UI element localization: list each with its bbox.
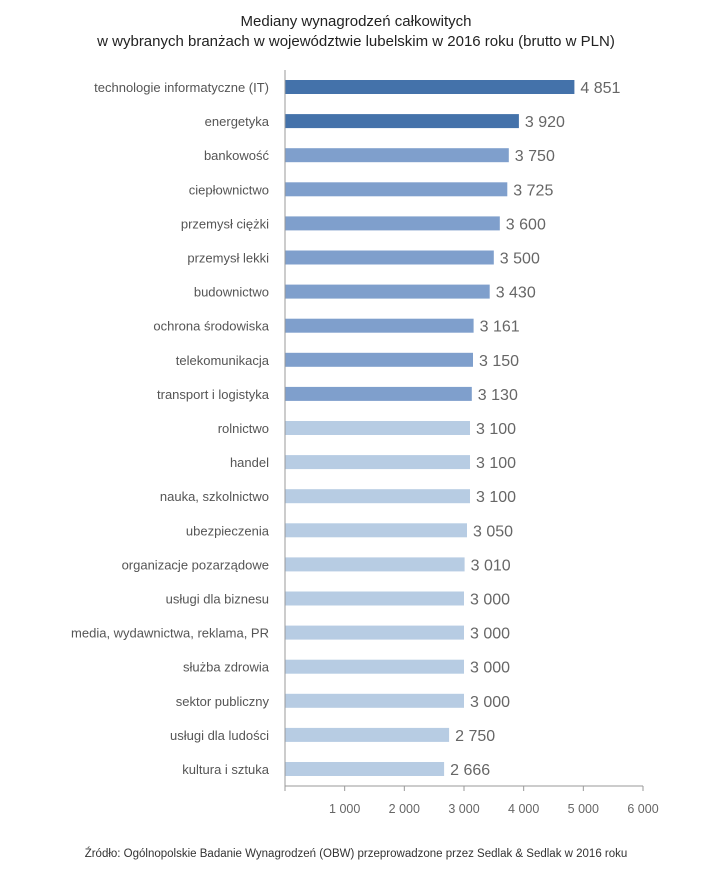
category-label: transport i logistyka xyxy=(157,387,270,402)
category-label: usługi dla biznesu xyxy=(166,592,269,607)
category-label: ochrona środowiska xyxy=(153,319,269,334)
data-label: 3 050 xyxy=(473,523,513,540)
bar xyxy=(285,660,464,674)
data-label: 3 100 xyxy=(476,421,516,438)
data-label: 4 851 xyxy=(580,80,620,97)
data-label: 3 725 xyxy=(513,182,553,199)
data-label: 3 000 xyxy=(470,660,510,677)
bar xyxy=(285,421,470,435)
data-label: 3 750 xyxy=(515,148,555,165)
bar xyxy=(285,626,464,640)
data-label: 3 100 xyxy=(476,489,516,506)
data-label: 3 000 xyxy=(470,694,510,711)
category-label: usługi dla ludości xyxy=(170,728,269,743)
bar xyxy=(285,148,509,162)
bar xyxy=(285,353,473,367)
bar xyxy=(285,762,444,776)
bar xyxy=(285,80,574,94)
category-label: organizacje pozarządowe xyxy=(122,557,269,572)
x-tick-label: 3 000 xyxy=(448,802,479,816)
category-label: służba zdrowia xyxy=(183,660,270,675)
bar xyxy=(285,557,465,571)
data-label: 3 000 xyxy=(470,592,510,609)
data-label: 3 430 xyxy=(496,285,536,302)
source-note: Źródło: Ogólnopolskie Badanie Wynagrodze… xyxy=(0,848,712,860)
data-label: 3 130 xyxy=(478,387,518,404)
x-tick-label: 2 000 xyxy=(389,802,420,816)
category-label: handel xyxy=(230,455,269,470)
data-label: 3 150 xyxy=(479,353,519,370)
bar xyxy=(285,592,464,606)
category-label: energetyka xyxy=(205,114,270,129)
category-label: rolnictwo xyxy=(218,421,269,436)
x-tick-label: 5 000 xyxy=(568,802,599,816)
data-label: 2 666 xyxy=(450,762,490,779)
bar xyxy=(285,489,470,503)
bar xyxy=(285,694,464,708)
bar xyxy=(285,455,470,469)
bar xyxy=(285,216,500,230)
data-label: 3 100 xyxy=(476,455,516,472)
category-label: ciepłownictwo xyxy=(189,182,269,197)
bar xyxy=(285,114,519,128)
category-label: technologie informatyczne (IT) xyxy=(94,80,269,95)
bar xyxy=(285,728,449,742)
category-label: sektor publiczny xyxy=(176,694,270,709)
bar xyxy=(285,387,472,401)
data-label: 3 000 xyxy=(470,626,510,643)
bar xyxy=(285,319,474,333)
category-label: przemysł ciężki xyxy=(181,216,269,231)
category-label: kultura i sztuka xyxy=(182,762,269,777)
data-label: 3 010 xyxy=(471,557,511,574)
x-tick-label: 4 000 xyxy=(508,802,539,816)
category-label: budownictwo xyxy=(194,285,269,300)
category-label: media, wydawnictwa, reklama, PR xyxy=(71,626,269,641)
data-label: 3 600 xyxy=(506,216,546,233)
bar xyxy=(285,285,490,299)
x-tick-label: 6 000 xyxy=(627,802,658,816)
category-label: ubezpieczenia xyxy=(186,523,270,538)
x-tick-label: 1 000 xyxy=(329,802,360,816)
data-label: 3 920 xyxy=(525,114,565,131)
category-label: bankowość xyxy=(204,148,270,163)
bar xyxy=(285,251,494,265)
data-label: 2 750 xyxy=(455,728,495,745)
bar xyxy=(285,182,507,196)
category-label: nauka, szkolnictwo xyxy=(160,489,269,504)
data-label: 3 161 xyxy=(480,319,520,336)
category-label: telekomunikacja xyxy=(176,353,270,368)
category-label: przemysł lekki xyxy=(187,251,269,266)
data-label: 3 500 xyxy=(500,251,540,268)
bar xyxy=(285,523,467,537)
